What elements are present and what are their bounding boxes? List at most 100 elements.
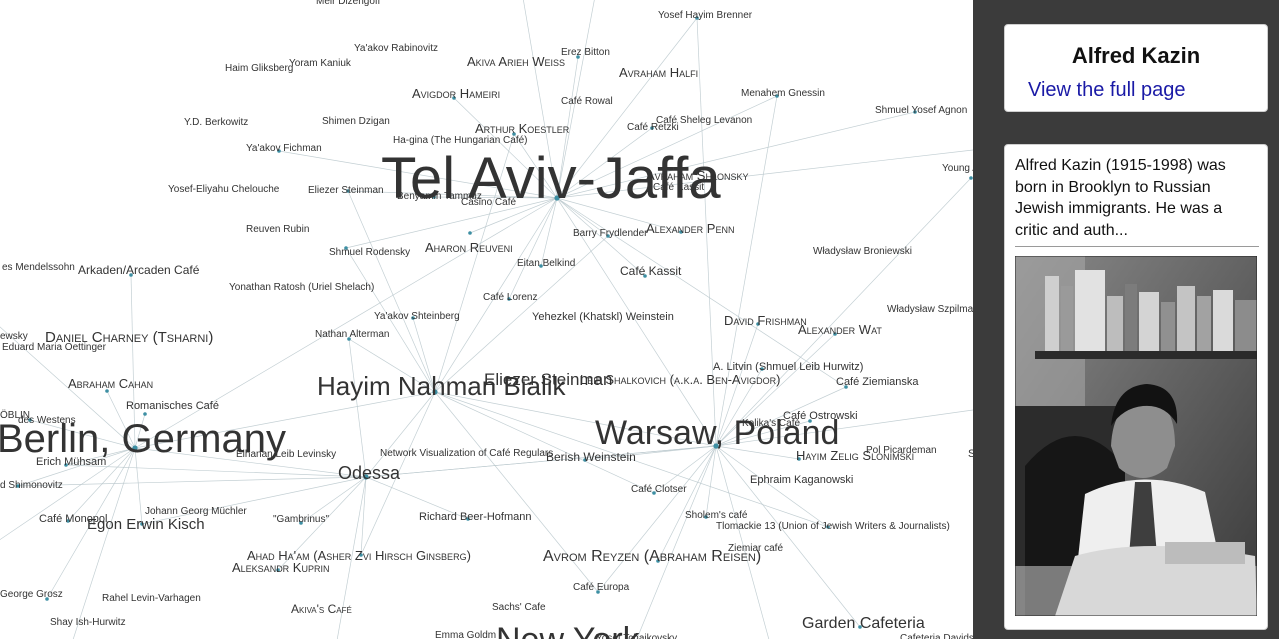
node-label[interactable]: "Gambrinus" <box>273 514 329 525</box>
node-label[interactable]: Young Agnon <box>942 163 973 174</box>
network-node[interactable] <box>650 126 654 130</box>
node-label[interactable]: Kolika's Café <box>742 418 800 429</box>
node-label[interactable]: Barry Frydlender <box>573 228 648 239</box>
network-node[interactable] <box>452 96 456 100</box>
node-label[interactable]: Café Europa <box>573 582 630 593</box>
node-label[interactable]: Shmuel Yosef Agnon <box>875 105 967 116</box>
network-node[interactable] <box>913 110 917 114</box>
node-label[interactable]: Egon Erwin Kisch <box>87 516 205 533</box>
network-node[interactable] <box>576 55 580 59</box>
node-label[interactable]: Aleksandr Kuprin <box>232 560 329 575</box>
node-label[interactable]: es Mendelssohn <box>2 262 75 273</box>
node-label[interactable]: Leib Shalkovich (a.k.a. Ben-Avigdor) <box>580 372 780 387</box>
network-node[interactable] <box>347 337 351 341</box>
node-label[interactable]: Avraham Halfi <box>619 65 698 80</box>
network-node[interactable] <box>359 553 363 557</box>
network-node[interactable] <box>695 16 699 20</box>
node-label[interactable]: Stefap <box>968 448 973 460</box>
network-node[interactable] <box>596 590 600 594</box>
node-label[interactable]: Garden Cafeteria <box>802 615 925 632</box>
network-node[interactable] <box>756 322 760 326</box>
node-label[interactable]: Shmuel Rodensky <box>329 247 410 258</box>
node-label[interactable]: Café Clotser <box>631 484 687 495</box>
network-visualization[interactable]: Meir Dizengoff Yosef Hayim Brenner Ya'akov… <box>0 0 973 639</box>
node-label[interactable]: Ya'akov Rabinovitz <box>354 43 438 54</box>
network-node[interactable] <box>129 273 133 277</box>
node-label[interactable]: Odessa <box>338 463 401 483</box>
node-label[interactable]: Café Retzki <box>627 122 679 133</box>
node-label[interactable]: Sholem's café <box>685 510 748 521</box>
network-node[interactable] <box>363 474 369 480</box>
network-node[interactable] <box>140 522 144 526</box>
node-label[interactable]: Nathan Alterman <box>315 329 390 340</box>
node-label[interactable]: Café Ostrowski <box>783 410 858 422</box>
node-label[interactable]: Reuven Rubin <box>246 224 309 235</box>
node-label[interactable]: Shimen Dzigan <box>322 116 390 127</box>
network-node[interactable] <box>652 491 656 495</box>
node-label[interactable]: Władysław Broniewski <box>813 246 912 257</box>
network-node[interactable] <box>969 176 973 180</box>
network-node[interactable] <box>16 484 20 488</box>
network-node[interactable] <box>833 332 837 336</box>
node-label[interactable]: Sachs' Cafe <box>492 602 546 613</box>
node-label[interactable]: Café Lorenz <box>483 292 537 303</box>
node-label[interactable]: Yosef Hayim Brenner <box>658 10 753 21</box>
node-label[interactable]: David Frishman <box>724 313 807 328</box>
network-node[interactable] <box>643 274 647 278</box>
node-label[interactable]: ewsky <box>0 331 28 342</box>
network-node[interactable] <box>808 419 812 423</box>
node-label[interactable]: Berlin, Germany <box>0 417 286 461</box>
node-label[interactable]: New York <box>496 621 641 639</box>
node-label[interactable]: Tlomackie 13 (Union of Jewish Writers & … <box>716 521 950 532</box>
node-label[interactable]: Café Kassit <box>653 182 704 193</box>
network-node[interactable] <box>583 458 587 462</box>
node-label[interactable]: Abraham Cahan <box>68 376 153 391</box>
network-node[interactable] <box>679 230 683 234</box>
network-node[interactable] <box>606 234 610 238</box>
node-label[interactable]: Avraham Shlonsky <box>646 168 748 183</box>
node-label[interactable]: Alexander Penn <box>646 221 734 236</box>
node-label[interactable]: Romanisches Café <box>126 400 219 412</box>
node-label[interactable]: Yehezkel (Khatskl) Weinstein <box>532 311 674 323</box>
node-label[interactable]: Network Visualization of Café Regulars <box>380 448 553 459</box>
network-node[interactable] <box>760 367 764 371</box>
network-node[interactable] <box>346 189 350 193</box>
network-node[interactable] <box>539 264 543 268</box>
network-node[interactable] <box>432 389 438 395</box>
network-node[interactable] <box>277 149 281 153</box>
node-label[interactable]: Eliezer Steinman <box>308 185 384 196</box>
network-node[interactable] <box>704 515 708 519</box>
node-label[interactable]: Yosef-Eliyahu Chelouche <box>168 184 280 195</box>
node-label[interactable]: Haim Gliksberg <box>225 63 293 74</box>
node-label[interactable]: Shay Ish-Hurwitz <box>50 617 126 628</box>
node-label[interactable]: Café Monopol <box>39 513 108 525</box>
network-node[interactable] <box>105 389 109 393</box>
node-label[interactable]: Y.D. Berkowitz <box>184 117 248 128</box>
network-node[interactable] <box>844 385 848 389</box>
node-label[interactable]: Aharon Reuveni <box>425 240 513 255</box>
node-label[interactable]: Emma Goldm <box>435 630 496 639</box>
node-label[interactable]: Casino Café <box>461 197 516 208</box>
node-label[interactable]: Menahem Gnessin <box>741 88 825 99</box>
node-label[interactable]: Arthur Koestler <box>475 121 570 136</box>
node-label[interactable]: Akiva's Café <box>291 602 352 616</box>
node-label[interactable]: Hayim Nahman Bialik <box>317 371 567 401</box>
node-label[interactable]: ÖBLIN <box>0 409 30 421</box>
node-label[interactable]: Ziemiar café <box>728 543 783 554</box>
node-label[interactable]: Yonathan Ratosh (Uriel Shelach) <box>229 282 374 293</box>
node-label[interactable]: Erez Bitton <box>561 47 610 58</box>
node-label[interactable]: Ephraim Kaganowski <box>750 474 853 486</box>
node-label[interactable]: Berish Weinstein <box>546 450 636 464</box>
node-label[interactable]: des Westens <box>18 415 76 426</box>
network-node[interactable] <box>826 525 830 529</box>
network-node[interactable] <box>656 559 660 563</box>
network-node[interactable] <box>143 412 147 416</box>
network-node[interactable] <box>45 597 49 601</box>
node-label[interactable]: d Shimonovitz <box>0 480 63 491</box>
node-label[interactable]: Yoram Kaniuk <box>289 58 352 69</box>
node-label[interactable]: Władysław Szpilman <box>887 304 973 315</box>
node-label[interactable]: Tel Aviv-Jaffa <box>381 146 721 211</box>
network-node[interactable] <box>554 195 560 201</box>
network-node[interactable] <box>64 463 68 467</box>
node-label[interactable]: Rahel Levin-Varhagen <box>102 593 201 604</box>
